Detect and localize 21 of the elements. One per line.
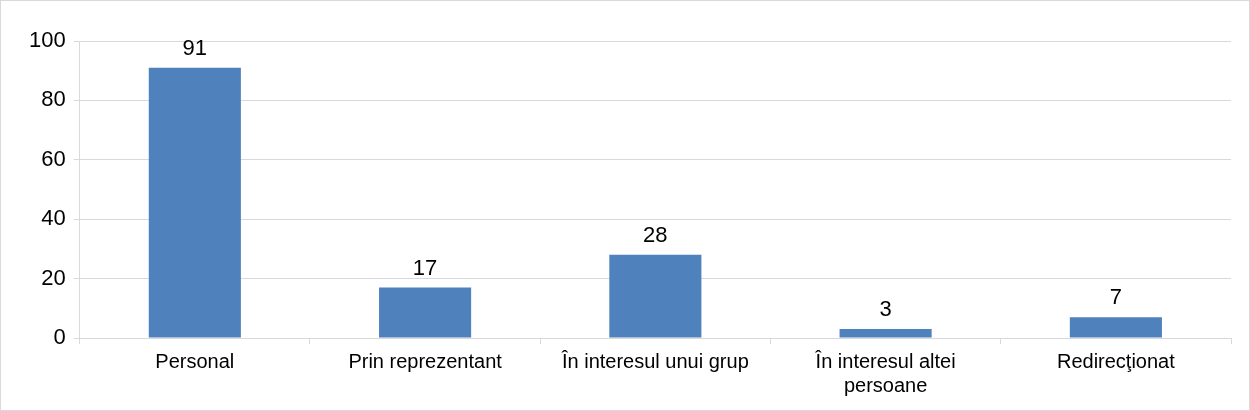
x-tick-label: În interesul altei persoane xyxy=(814,349,956,396)
y-tick-label: 100 xyxy=(28,27,66,53)
x-tick-label: Personal xyxy=(155,349,235,372)
y-tick-label: 20 xyxy=(41,264,66,290)
data-label: 7 xyxy=(1109,284,1122,310)
x-tick-label: Prin reprezentant xyxy=(348,349,503,372)
data-label: 28 xyxy=(643,221,668,247)
x-tick-label: În interesul unui grup xyxy=(560,349,749,372)
bar xyxy=(839,329,932,338)
data-label: 3 xyxy=(879,296,892,322)
bar xyxy=(1069,317,1162,338)
y-tick-label: 0 xyxy=(53,324,66,350)
y-tick-label: 60 xyxy=(41,145,66,171)
y-tick-label: 80 xyxy=(41,86,66,112)
x-tick-label: Redirecţionat xyxy=(1056,349,1176,372)
data-label: 91 xyxy=(182,34,208,60)
bar xyxy=(148,67,241,338)
data-label: 17 xyxy=(412,254,438,280)
bar xyxy=(379,287,472,338)
bar xyxy=(609,254,702,338)
y-tick-label: 40 xyxy=(41,205,66,231)
